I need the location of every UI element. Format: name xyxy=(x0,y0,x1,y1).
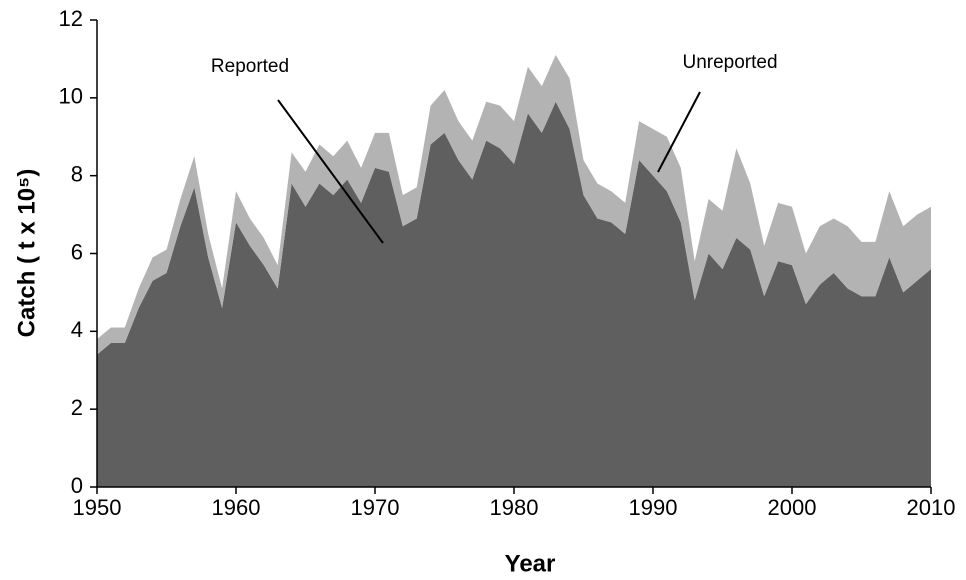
x-tick-label: 1950 xyxy=(73,495,122,520)
x-tick-label: 1970 xyxy=(351,495,400,520)
y-tick-label: 0 xyxy=(71,473,83,498)
y-tick-label: 12 xyxy=(59,6,83,31)
x-tick-label: 2010 xyxy=(907,495,956,520)
reported-pointer xyxy=(277,99,384,244)
y-tick-label: 2 xyxy=(71,395,83,420)
y-tick-label: 10 xyxy=(59,84,83,109)
y-tick-label: 6 xyxy=(71,239,83,264)
x-tick-label: 1960 xyxy=(212,495,261,520)
area xyxy=(97,101,931,487)
areas xyxy=(97,55,931,487)
x-tick-label: 1980 xyxy=(490,495,539,520)
reported-label: Reported xyxy=(211,56,289,77)
y-tick-label: 8 xyxy=(71,161,83,186)
y-tick-label: 4 xyxy=(71,317,83,342)
x-tick-label: 1990 xyxy=(629,495,678,520)
unreported-label: Unreported xyxy=(682,52,777,73)
x-axis-title: Year xyxy=(505,550,556,577)
y-axis-title: Catch ( t x 10⁵) xyxy=(13,169,40,338)
x-tick-label: 2000 xyxy=(768,495,817,520)
unreported-pointer xyxy=(657,91,701,173)
